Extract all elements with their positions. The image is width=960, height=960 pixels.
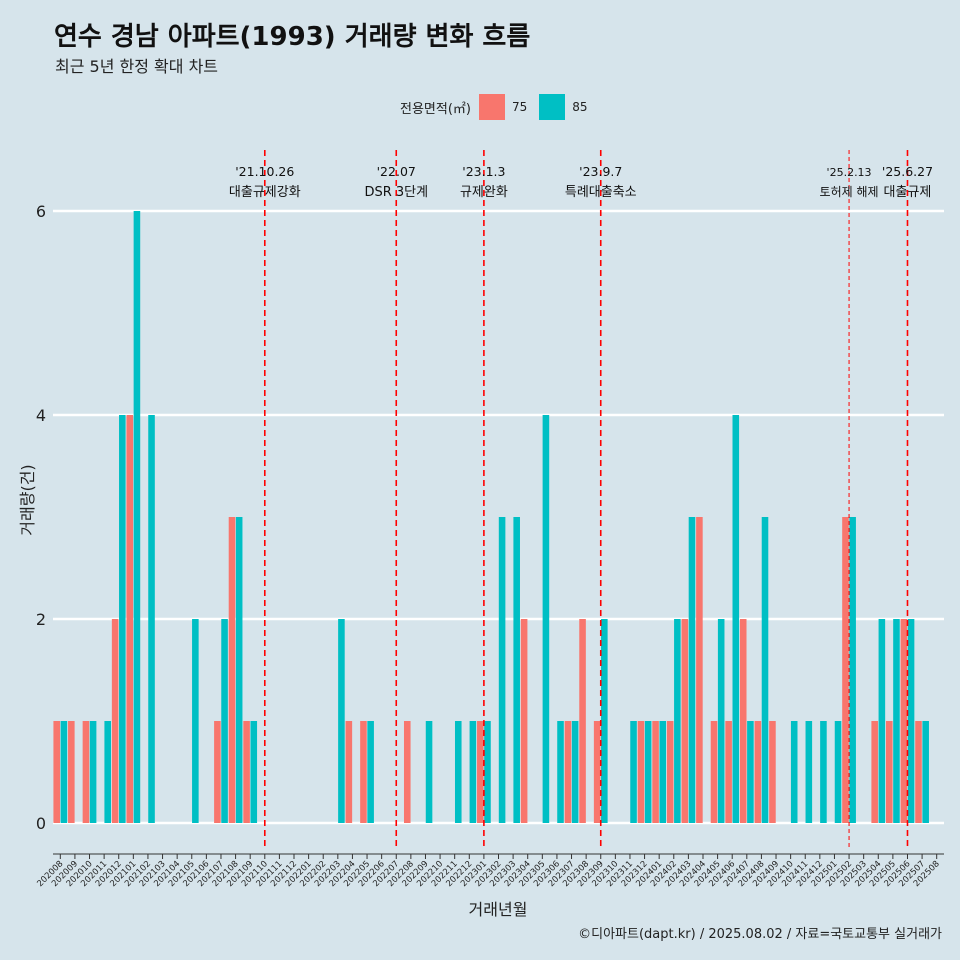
bar-75-202507 (915, 721, 922, 823)
x-axis-title: 거래년월 (469, 900, 528, 919)
y-tick-label: 6 (36, 202, 46, 221)
bar-75-202409 (769, 721, 776, 823)
y-tick-label: 4 (36, 406, 46, 425)
bar-75-202401 (652, 721, 659, 823)
bar-85-202411 (805, 721, 813, 823)
bar-75-202408 (754, 721, 762, 823)
bar-85-202211 (454, 721, 462, 823)
bar-75-202101 (126, 415, 134, 823)
legend-key-75 (478, 94, 505, 120)
legend-label-85: 85 (572, 100, 588, 114)
bar-75-202407 (739, 619, 747, 823)
event-date-label: '25.2.13 (827, 166, 872, 179)
bar-85-202306 (557, 721, 564, 823)
bar-85-202307 (571, 721, 579, 823)
bar-75-202208 (403, 721, 411, 823)
bar-85-202507 (922, 721, 929, 823)
bar-75-202010 (82, 721, 90, 823)
bar-85-202203 (338, 619, 345, 823)
event-date-label: '23.1.3 (462, 164, 505, 179)
event-date-label: '25.6.27 (882, 164, 933, 179)
bar-85-202305 (542, 415, 550, 823)
event-name-label: 규제완화 (460, 185, 508, 200)
bar-85-202302 (498, 517, 506, 823)
bar-85-202108 (235, 517, 243, 823)
bar-85-202502 (849, 517, 856, 823)
bar-75-202009 (68, 721, 75, 823)
bar-75-202107 (214, 721, 221, 823)
event-name-label: 대출규제강화 (229, 185, 301, 200)
bar-75-202402 (666, 721, 674, 823)
bar-75-202309 (593, 721, 601, 823)
bar-85-202405 (717, 619, 725, 823)
bar-75-202405 (710, 721, 718, 823)
legend: 전용면적(㎡) 75 85 (400, 94, 600, 120)
y-tick-label: 0 (36, 814, 46, 833)
y-axis-title: 거래량(건) (18, 464, 37, 535)
bar-85-202212 (469, 721, 477, 823)
bar-85-202410 (790, 721, 798, 823)
bar-85-202105 (192, 619, 199, 823)
event-name-label: 토허제 해제 (820, 185, 879, 199)
bar-75-202012 (111, 619, 119, 823)
bar-75-202505 (886, 721, 893, 823)
chart-subtitle: 최근 5년 한정 확대 차트 (55, 57, 219, 76)
bar-85-202506 (907, 619, 915, 823)
bar-75-202406 (725, 721, 732, 823)
bar-75-202404 (696, 517, 703, 823)
bar-85-202109 (250, 721, 258, 823)
bar-85-202205 (367, 721, 374, 823)
y-tick-label: 2 (36, 610, 46, 629)
event-name-label: 대출규제 (884, 185, 932, 200)
bar-85-202505 (893, 619, 900, 823)
bar-85-202101 (133, 211, 141, 823)
bar-85-202209 (425, 721, 433, 823)
bar-85-202311 (630, 721, 637, 823)
bar-75-202506 (900, 619, 908, 823)
bar-85-202407 (747, 721, 754, 823)
source-caption: ©디아파트(dapt.kr) / 2025.08.02 / 자료=국토교통부 실… (578, 927, 942, 942)
bar-75-202205 (360, 721, 367, 823)
event-date-label: '23.9.7 (579, 164, 622, 179)
bar-85-202107 (221, 619, 228, 823)
bar-85-202406 (732, 415, 740, 823)
bar-85-202301 (484, 721, 491, 823)
bar-85-202412 (820, 721, 827, 823)
bar-85-202403 (688, 517, 696, 823)
bar-85-202501 (834, 721, 842, 823)
event-name-label: DSR 3단계 (364, 185, 428, 200)
legend-key-85 (539, 94, 566, 120)
bar-85-202012 (119, 415, 126, 823)
event-name-label: 특례대출축소 (565, 185, 637, 200)
bar-85-202011 (104, 721, 111, 823)
bar-75-202307 (564, 721, 572, 823)
bar-85-202408 (761, 517, 769, 823)
bar-75-202312 (637, 721, 645, 823)
bar-75-202304 (520, 619, 528, 823)
legend-label-75: 75 (511, 100, 528, 114)
bar-85-202312 (644, 721, 652, 823)
event-date-label: '22.07 (377, 164, 416, 179)
bar-85-202401 (659, 721, 667, 823)
bar-85-202010 (89, 721, 97, 823)
bar-85-202504 (878, 619, 886, 823)
bar-75-202109 (243, 721, 250, 823)
bar-75-202301 (477, 721, 484, 823)
bar-75-202008 (53, 721, 61, 823)
bar-85-202303 (513, 517, 520, 823)
event-date-label: '21.10.26 (235, 164, 294, 179)
bar-75-202108 (228, 517, 236, 823)
legend-title: 전용면적(㎡) (400, 101, 471, 117)
bar-75-202204 (345, 721, 353, 823)
chart-title: 연수 경남 아파트(1993) 거래량 변화 흐름 (54, 22, 531, 52)
bar-75-202502 (842, 517, 849, 823)
bar-75-202403 (681, 619, 689, 823)
bar-75-202504 (871, 721, 878, 823)
bar-75-202308 (579, 619, 586, 823)
bar-85-202102 (148, 415, 155, 823)
bar-85-202008 (60, 721, 68, 823)
bar-85-202402 (674, 619, 681, 823)
bar-85-202309 (601, 619, 608, 823)
